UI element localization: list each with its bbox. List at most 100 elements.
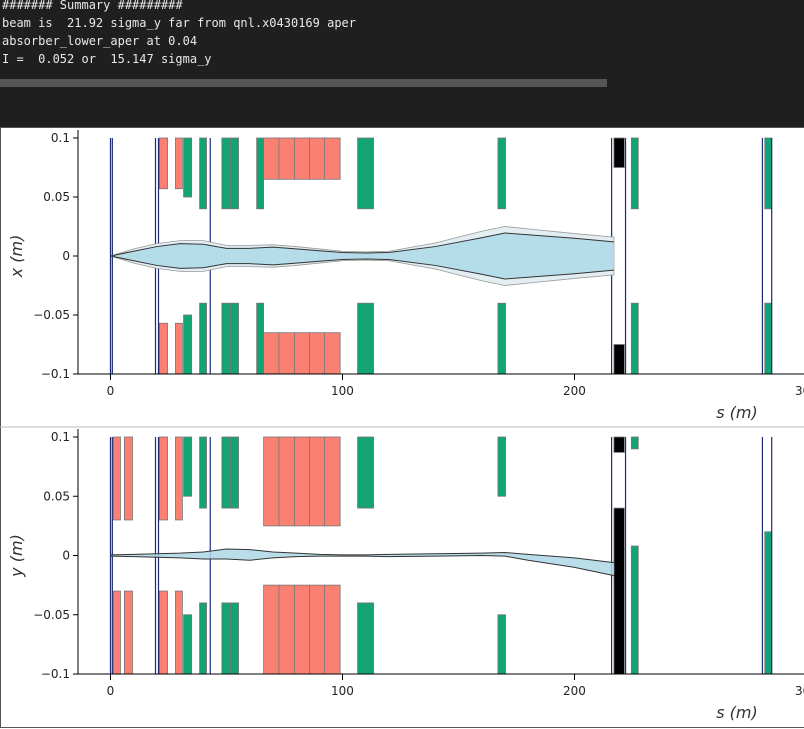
element-lower	[613, 507, 625, 675]
element-lower	[230, 302, 239, 375]
element-lower	[159, 590, 168, 675]
x-axis-label: s (m)	[716, 403, 758, 422]
beam-edge	[110, 548, 614, 564]
element-lower	[365, 602, 374, 675]
element-upper	[183, 137, 193, 198]
element-lower	[497, 614, 506, 675]
x-tick-label: 0	[107, 384, 115, 398]
output-line: beam is 21.92 sigma_y far from qnl.x0430…	[2, 16, 357, 30]
element-upper	[309, 137, 325, 180]
element-upper	[278, 137, 295, 180]
element-lower	[278, 584, 295, 675]
element-lower	[199, 602, 207, 675]
element-upper	[764, 137, 773, 210]
element-upper	[113, 436, 121, 521]
element-lower	[357, 602, 367, 675]
element-upper	[630, 436, 639, 450]
element-lower	[183, 314, 193, 375]
element-upper	[278, 436, 295, 527]
element-upper	[357, 137, 367, 210]
beam-envelope	[110, 232, 614, 280]
y-tick-label: 0.1	[51, 131, 70, 145]
element-lower	[294, 584, 310, 675]
element-upper	[159, 137, 168, 190]
element-lower	[323, 584, 341, 675]
element-lower	[263, 332, 280, 375]
element-upper	[199, 137, 207, 210]
element-upper	[323, 436, 341, 527]
element-upper	[630, 137, 639, 210]
element-upper	[183, 436, 193, 497]
element-upper	[613, 137, 625, 168]
y-tick-label: −0.1	[41, 367, 70, 381]
element-upper	[294, 137, 310, 180]
y-tick-label: −0.05	[33, 608, 70, 622]
x-tick-label: 300	[795, 384, 804, 398]
element-upper	[365, 137, 374, 210]
element-lower	[221, 602, 231, 675]
element-upper	[221, 137, 231, 210]
element-lower	[764, 302, 773, 375]
element-lower	[497, 302, 506, 375]
element-upper	[159, 436, 168, 521]
element-lower	[278, 332, 295, 375]
output-line: I = 0.052 or 15.147 sigma_y	[2, 52, 212, 66]
element-upper	[357, 436, 367, 509]
y-tick-label: −0.05	[33, 308, 70, 322]
element-lower	[294, 332, 310, 375]
y-axis-label: x (m)	[7, 235, 26, 279]
element-lower	[764, 531, 773, 675]
element-upper	[323, 137, 341, 180]
element-lower	[263, 584, 280, 675]
x-tick-label: 300	[795, 684, 804, 698]
element-lower	[221, 302, 231, 375]
x-tick-label: 0	[107, 684, 115, 698]
element-lower	[183, 614, 193, 675]
y-tick-label: 0	[62, 249, 70, 263]
element-lower	[365, 302, 374, 375]
y-tick-label: 0.1	[51, 430, 70, 444]
element-lower	[630, 545, 639, 675]
cell-output: ####### Summary ######### beam is 21.92 …	[0, 0, 804, 127]
element-upper	[175, 137, 183, 190]
element-lower	[175, 322, 183, 375]
element-lower	[175, 590, 183, 675]
element-upper	[124, 436, 133, 521]
x-tick-label: 100	[331, 684, 354, 698]
y-tick-label: 0	[62, 549, 70, 563]
x-tick-label: 200	[563, 384, 586, 398]
element-lower	[113, 590, 121, 675]
element-upper	[221, 436, 231, 509]
element-upper	[309, 436, 325, 527]
element-upper	[263, 137, 280, 180]
output-line: ####### Summary #########	[2, 0, 183, 12]
element-upper	[256, 137, 265, 210]
element-upper	[199, 436, 207, 509]
element-upper	[497, 137, 506, 210]
y-tick-label: −0.1	[41, 667, 70, 681]
y-axis-label: y (m)	[7, 534, 26, 578]
element-lower	[256, 302, 265, 375]
x-tick-label: 100	[331, 384, 354, 398]
element-lower	[124, 590, 133, 675]
element-lower	[309, 584, 325, 675]
element-upper	[613, 436, 625, 453]
plot: −0.1 −0.05 0 0.05 0.1 0 100 200 300 y (m) s (m)	[7, 429, 804, 722]
scrollbar[interactable]	[0, 79, 607, 87]
element-lower	[309, 332, 325, 375]
element-upper	[263, 436, 280, 527]
element-lower	[199, 302, 207, 375]
element-lower	[230, 602, 239, 675]
x-axis-label: s (m)	[716, 703, 758, 722]
element-lower	[159, 322, 168, 375]
beam-edge	[110, 232, 614, 257]
element-upper	[294, 436, 310, 527]
element-upper	[230, 137, 239, 210]
element-upper	[175, 436, 183, 521]
output-line: absorber_lower_aper at 0.04	[2, 34, 198, 48]
beam-edge	[110, 255, 614, 280]
x-tick-label: 200	[563, 684, 586, 698]
plot: −0.1 −0.05 0 0.05 0.1 0 100 200 300 x (m) s (m)	[7, 130, 804, 422]
